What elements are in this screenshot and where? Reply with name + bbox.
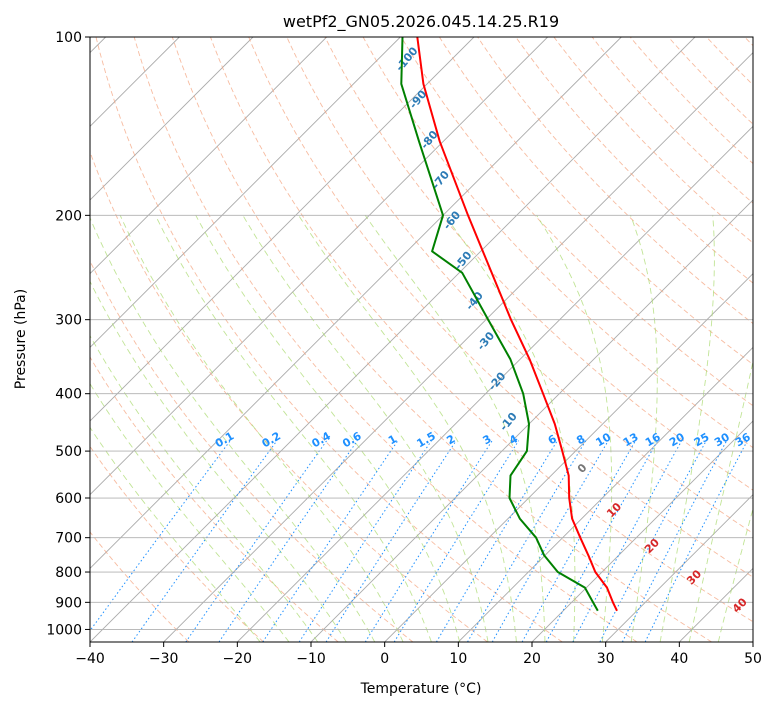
x-tick-label: 10 <box>449 651 467 667</box>
moist-adiabat-line <box>195 215 461 642</box>
dry-adiabat-line <box>90 150 488 642</box>
dry-adiabat-line <box>324 37 753 491</box>
plot-background <box>90 37 753 642</box>
dry-adiabat-line <box>210 37 753 623</box>
moist-adiabat-line <box>536 215 613 642</box>
y-tick-label: 100 <box>55 30 82 46</box>
mixing-ratio-line <box>644 440 748 642</box>
mixing-ratio-line <box>491 440 609 642</box>
moist-adiabat-line <box>119 215 404 642</box>
isotherm-line <box>90 37 622 569</box>
isotherm-line <box>531 420 753 642</box>
y-tick-label: 400 <box>55 387 82 403</box>
dry-adiabat-line <box>477 37 753 325</box>
mixing-ratio-line <box>325 440 457 642</box>
y-tick-label: 900 <box>55 595 82 611</box>
mixing-ratio-line <box>185 440 328 642</box>
y-tick-label: 700 <box>55 531 82 547</box>
y-tick-label: 800 <box>55 565 82 581</box>
mixing-ratio-line <box>521 440 637 642</box>
mixing-ratio-line <box>298 440 432 642</box>
isotherm-line <box>384 273 753 642</box>
moist-adiabat-line <box>90 334 319 642</box>
isotherm-line <box>605 494 753 642</box>
isotherm-line <box>163 52 753 642</box>
moist-adiabat-line <box>154 215 432 642</box>
x-tick-label: 40 <box>670 651 688 667</box>
moist-adiabat-line <box>364 215 546 642</box>
mixing-ratio-line <box>364 440 493 642</box>
x-tick-label: 30 <box>597 651 615 667</box>
plot-frame <box>89 36 754 643</box>
dry-adiabat-line <box>90 531 190 642</box>
mixing-ratio-line <box>131 440 278 642</box>
chart-title: wetPf2_GN05.2026.045.14.25.R19 <box>283 12 559 32</box>
moist-adiabat-line <box>659 215 715 642</box>
isotherm-line <box>752 641 753 642</box>
x-tick-label: −20 <box>223 651 253 667</box>
dry-adiabat-line <box>90 259 414 642</box>
isotherm-line <box>90 37 696 642</box>
dry-adiabat-line <box>286 37 753 534</box>
isotherm-line <box>90 37 401 348</box>
dry-adiabat-line <box>553 37 753 244</box>
isotherm-line <box>90 37 254 201</box>
moist-adiabat-line <box>90 280 347 642</box>
mixing-ratio-line <box>435 440 558 642</box>
mixing-ratio-line <box>262 440 399 642</box>
dry-adiabat-line <box>362 37 753 449</box>
y-tick-label: 600 <box>55 491 82 507</box>
x-tick-label: −30 <box>149 651 179 667</box>
dry-adiabat-line <box>248 37 753 578</box>
y-tick-label: 200 <box>55 208 82 224</box>
temperature-line <box>416 37 618 612</box>
dewpoint-line <box>400 37 599 612</box>
dry-adiabat-line <box>171 37 712 642</box>
y-tick-label: 300 <box>55 313 82 329</box>
isotherm-line <box>90 37 548 496</box>
mixing-ratio-line <box>467 440 587 642</box>
dry-adiabat-line <box>591 37 753 204</box>
horizontal-grid <box>90 37 753 630</box>
isotherm-line <box>90 37 327 275</box>
x-tick-label: 20 <box>523 651 541 667</box>
dry-adiabat-line <box>90 356 339 642</box>
reference-lines <box>90 37 753 642</box>
x-tick-label: −40 <box>75 651 105 667</box>
dry-adiabat-line <box>439 37 753 365</box>
isotherm-line <box>90 37 475 422</box>
dry-adiabat-line <box>95 37 563 642</box>
x-axis-label: Temperature (°C) <box>360 681 482 697</box>
dry-adiabat-line <box>133 37 638 642</box>
x-tick-label: 50 <box>744 651 762 667</box>
x-tick-label: 0 <box>380 651 389 667</box>
mixing-ratio-line <box>393 440 520 642</box>
y-axis-label: Pressure (hPa) <box>13 289 29 389</box>
profile-series <box>400 37 618 612</box>
dry-adiabat-line <box>400 37 753 407</box>
mixing-ratio-line <box>90 440 231 632</box>
x-tick-label: −10 <box>296 651 326 667</box>
moist-adiabat-line <box>444 215 576 642</box>
moist-adiabat-line <box>90 426 261 642</box>
isotherm-line <box>458 346 753 642</box>
moist-adiabat-line <box>630 215 658 642</box>
y-tick-label: 500 <box>55 444 82 460</box>
moist-adiabat-line <box>242 215 489 642</box>
moist-adiabat-line <box>90 216 376 642</box>
mixing-ratio-line <box>572 440 683 642</box>
isotherm-line <box>237 125 753 642</box>
y-tick-label: 1000 <box>46 622 82 638</box>
